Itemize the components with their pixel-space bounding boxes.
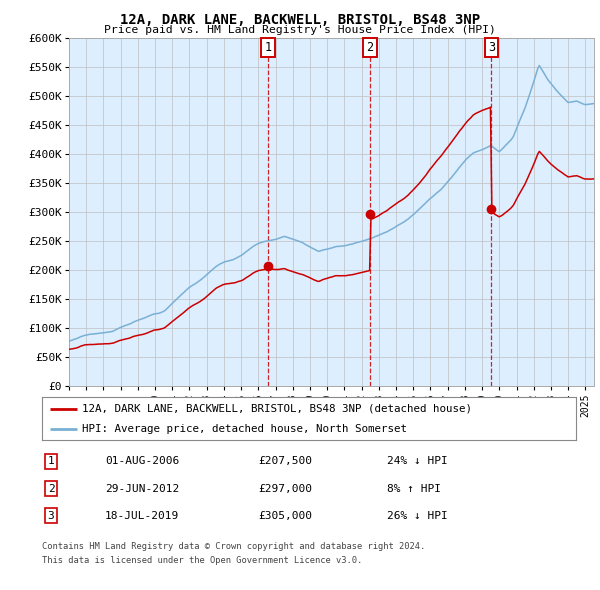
Text: HPI: Average price, detached house, North Somerset: HPI: Average price, detached house, Nort… [82,424,407,434]
Text: Contains HM Land Registry data © Crown copyright and database right 2024.: Contains HM Land Registry data © Crown c… [42,542,425,550]
Text: 1: 1 [265,41,272,54]
Text: 2: 2 [367,41,374,54]
Text: 3: 3 [47,511,55,520]
Text: 29-JUN-2012: 29-JUN-2012 [105,484,179,493]
Text: 18-JUL-2019: 18-JUL-2019 [105,511,179,520]
Text: Price paid vs. HM Land Registry's House Price Index (HPI): Price paid vs. HM Land Registry's House … [104,25,496,35]
Text: 26% ↓ HPI: 26% ↓ HPI [387,511,448,520]
Text: 3: 3 [488,41,495,54]
Text: £305,000: £305,000 [258,511,312,520]
Text: 1: 1 [47,457,55,466]
Text: 2: 2 [47,484,55,493]
Text: £207,500: £207,500 [258,457,312,466]
Text: This data is licensed under the Open Government Licence v3.0.: This data is licensed under the Open Gov… [42,556,362,565]
Text: 01-AUG-2006: 01-AUG-2006 [105,457,179,466]
Text: £297,000: £297,000 [258,484,312,493]
Text: 24% ↓ HPI: 24% ↓ HPI [387,457,448,466]
Text: 8% ↑ HPI: 8% ↑ HPI [387,484,441,493]
Text: 12A, DARK LANE, BACKWELL, BRISTOL, BS48 3NP: 12A, DARK LANE, BACKWELL, BRISTOL, BS48 … [120,13,480,27]
Text: 12A, DARK LANE, BACKWELL, BRISTOL, BS48 3NP (detached house): 12A, DARK LANE, BACKWELL, BRISTOL, BS48 … [82,404,472,414]
